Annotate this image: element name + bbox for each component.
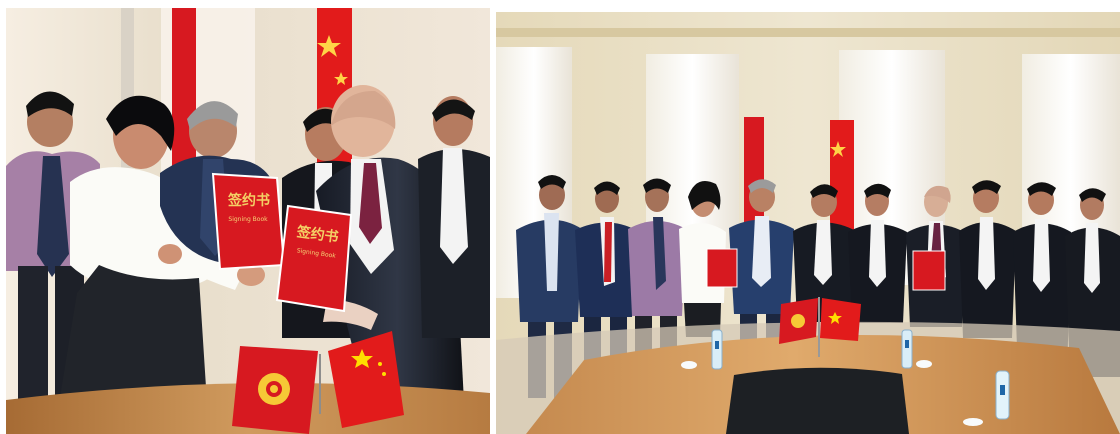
desk-flags [779, 297, 861, 357]
left-folder-title: 签约书 [227, 192, 270, 209]
held-red-folders [706, 248, 946, 291]
left-folder-subtitle: Signing Book [228, 216, 268, 223]
water-bottles [711, 329, 1010, 420]
delegate-7 [848, 183, 907, 323]
delegate-9 [959, 180, 1016, 338]
signing-ceremony-photo: 签约书 Signing Book 签约书 Signing Book [6, 8, 490, 434]
ceiling-molding [496, 28, 1120, 37]
kyrgyz-desk-flag [232, 346, 318, 434]
man-right-standing [418, 96, 490, 338]
group-photo-scene [496, 12, 1120, 434]
left-red-folder: 签约书 Signing Book [211, 172, 286, 271]
delegate-6 [793, 184, 856, 322]
signing-ceremony-scene: 签约书 Signing Book 签约书 Signing Book [6, 8, 490, 434]
table-glasses [681, 360, 983, 426]
right-red-folder: 签约书 Signing Book [275, 204, 353, 313]
table-center-opening [726, 367, 909, 434]
chinese-desk-flag [328, 331, 404, 428]
right-folder-title: 签约书 [295, 223, 340, 246]
group-photo [496, 12, 1120, 434]
